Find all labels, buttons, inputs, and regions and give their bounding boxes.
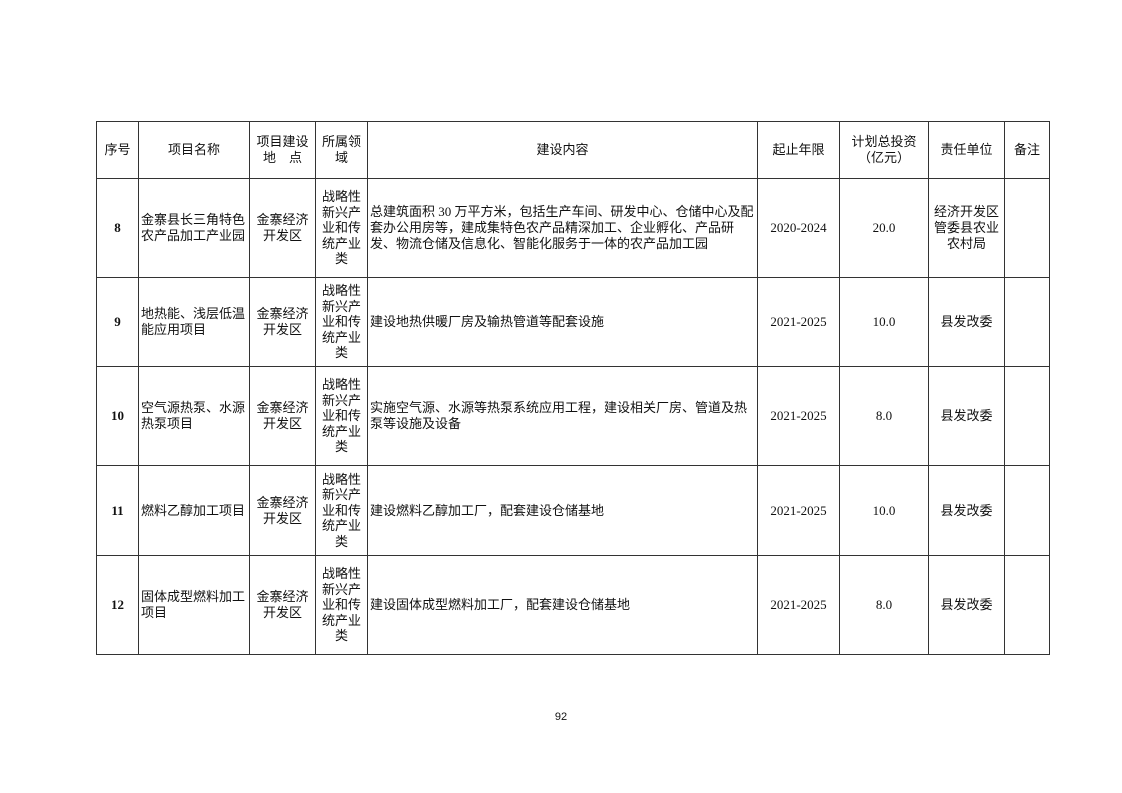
row-content: 建设燃料乙醇加工厂，配套建设仓储基地	[367, 465, 758, 556]
row-no: 8	[96, 178, 139, 278]
row-name: 地热能、浅层低温能应用项目	[138, 277, 250, 367]
table-row: 11 燃料乙醇加工项目 金寨经济开发区 战略性新兴产业和传统产业类 建设燃料乙醇加工厂，…	[96, 465, 1050, 556]
row-no: 10	[96, 366, 139, 466]
row-investment: 10.0	[839, 277, 929, 367]
row-no: 12	[96, 555, 139, 655]
table-header-row: 序号 项目名称 项目建设地 点 所属领域 建设内容 起止年限 计划总投资（亿元）…	[96, 121, 1050, 179]
row-investment: 10.0	[839, 465, 929, 556]
row-field: 战略性新兴产业和传统产业类	[315, 465, 368, 556]
row-field: 战略性新兴产业和传统产业类	[315, 277, 368, 367]
row-content: 实施空气源、水源等热泵系统应用工程，建设相关厂房、管道及热泵等设施及设备	[367, 366, 758, 466]
row-unit: 县发改委	[928, 555, 1005, 655]
row-remark	[1004, 366, 1050, 466]
row-content: 建设地热供暖厂房及输热管道等配套设施	[367, 277, 758, 367]
row-period: 2021-2025	[757, 555, 840, 655]
row-location: 金寨经济开发区	[249, 277, 316, 367]
header-period: 起止年限	[757, 121, 840, 179]
row-content: 建设固体成型燃料加工厂，配套建设仓储基地	[367, 555, 758, 655]
table-row: 10 空气源热泵、水源热泵项目 金寨经济开发区 战略性新兴产业和传统产业类 实施空气源、…	[96, 366, 1050, 466]
row-period: 2020-2024	[757, 178, 840, 278]
header-remark: 备注	[1004, 121, 1050, 179]
header-unit: 责任单位	[928, 121, 1005, 179]
header-no: 序号	[96, 121, 139, 179]
row-field: 战略性新兴产业和传统产业类	[315, 178, 368, 278]
header-name: 项目名称	[138, 121, 250, 179]
row-unit: 县发改委	[928, 277, 1005, 367]
project-table: 序号 项目名称 项目建设地 点 所属领域 建设内容 起止年限 计划总投资（亿元）…	[96, 121, 1050, 655]
row-name: 燃料乙醇加工项目	[138, 465, 250, 556]
row-field: 战略性新兴产业和传统产业类	[315, 366, 368, 466]
table-row: 9 地热能、浅层低温能应用项目 金寨经济开发区 战略性新兴产业和传统产业类 建设地热供暖…	[96, 277, 1050, 367]
row-remark	[1004, 465, 1050, 556]
row-remark	[1004, 277, 1050, 367]
row-location: 金寨经济开发区	[249, 555, 316, 655]
row-no: 9	[96, 277, 139, 367]
header-location: 项目建设地 点	[249, 121, 316, 179]
row-content: 总建筑面积 30 万平方米，包括生产车间、研发中心、仓储中心及配套办公用房等，建…	[367, 178, 758, 278]
row-name: 固体成型燃料加工项目	[138, 555, 250, 655]
row-name: 金寨县长三角特色农产品加工产业园	[138, 178, 250, 278]
page-number: 92	[554, 711, 568, 723]
row-location: 金寨经济开发区	[249, 178, 316, 278]
row-investment: 20.0	[839, 178, 929, 278]
header-field: 所属领域	[315, 121, 368, 179]
row-no: 11	[96, 465, 139, 556]
row-period: 2021-2025	[757, 366, 840, 466]
row-location: 金寨经济开发区	[249, 465, 316, 556]
row-remark	[1004, 555, 1050, 655]
table-row: 12 固体成型燃料加工项目 金寨经济开发区 战略性新兴产业和传统产业类 建设固体成型燃料…	[96, 555, 1050, 655]
row-investment: 8.0	[839, 366, 929, 466]
table-row: 8 金寨县长三角特色农产品加工产业园 金寨经济开发区 战略性新兴产业和传统产业类 总建筑…	[96, 178, 1050, 278]
header-content: 建设内容	[367, 121, 758, 179]
row-unit: 县发改委	[928, 465, 1005, 556]
row-unit: 经济开发区管委县农业农村局	[928, 178, 1005, 278]
row-period: 2021-2025	[757, 465, 840, 556]
row-field: 战略性新兴产业和传统产业类	[315, 555, 368, 655]
row-unit: 县发改委	[928, 366, 1005, 466]
row-name: 空气源热泵、水源热泵项目	[138, 366, 250, 466]
row-remark	[1004, 178, 1050, 278]
row-investment: 8.0	[839, 555, 929, 655]
row-location: 金寨经济开发区	[249, 366, 316, 466]
header-investment: 计划总投资（亿元）	[839, 121, 929, 179]
row-period: 2021-2025	[757, 277, 840, 367]
